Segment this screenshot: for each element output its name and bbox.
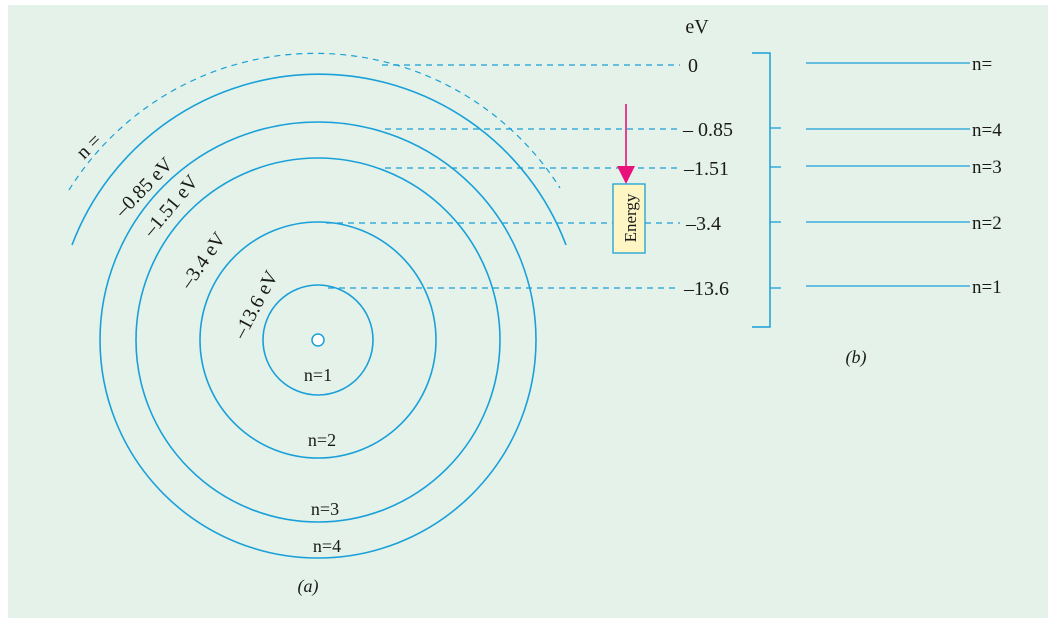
- caption-b: (b): [846, 347, 867, 368]
- energy-value-n3: –1.51: [683, 158, 729, 180]
- nucleus: [311, 333, 325, 347]
- energy-levels-panel: eV 0 – 0.85 –1.51 –3.4 –13.6 n= n=4 n=3 …: [682, 16, 1002, 368]
- connector-lines: [326, 64, 680, 289]
- energy-indicator: Energy: [612, 104, 646, 254]
- energy-unit-label: eV: [685, 16, 709, 38]
- orbit-n3: [135, 157, 501, 523]
- energy-arrow-head: [617, 166, 635, 184]
- energy-value-infinity: 0: [688, 55, 698, 77]
- energy-box: [612, 183, 646, 254]
- orbit-n4: [99, 121, 537, 559]
- shell-label-n3: n=3: [311, 499, 339, 519]
- orbit-n2: [199, 221, 437, 459]
- orbit-n4-outer-arc: [71, 73, 567, 246]
- caption-a: (a): [298, 576, 319, 597]
- shell-label-n4: n=4: [313, 536, 341, 556]
- orbit-n1: [262, 284, 374, 396]
- level-label-n3: n=3: [972, 157, 1002, 178]
- energy-box-label: Energy: [621, 193, 640, 242]
- energy-axis-bracket: [752, 52, 771, 328]
- level-label-n1: n=1: [972, 277, 1002, 298]
- orbit-infinity-arc: [68, 52, 561, 191]
- energy-value-n4: – 0.85: [682, 119, 733, 141]
- level-label-n2: n=2: [972, 213, 1002, 234]
- level-label-infinity: n=: [972, 54, 992, 75]
- level-label-n4: n=4: [972, 120, 1002, 141]
- shell-label-n2: n=2: [308, 430, 336, 450]
- energy-value-n1: –13.6: [683, 278, 729, 300]
- shell-label-n1: n=1: [304, 365, 332, 385]
- background: [8, 5, 1048, 618]
- energy-value-n2: –3.4: [685, 213, 721, 235]
